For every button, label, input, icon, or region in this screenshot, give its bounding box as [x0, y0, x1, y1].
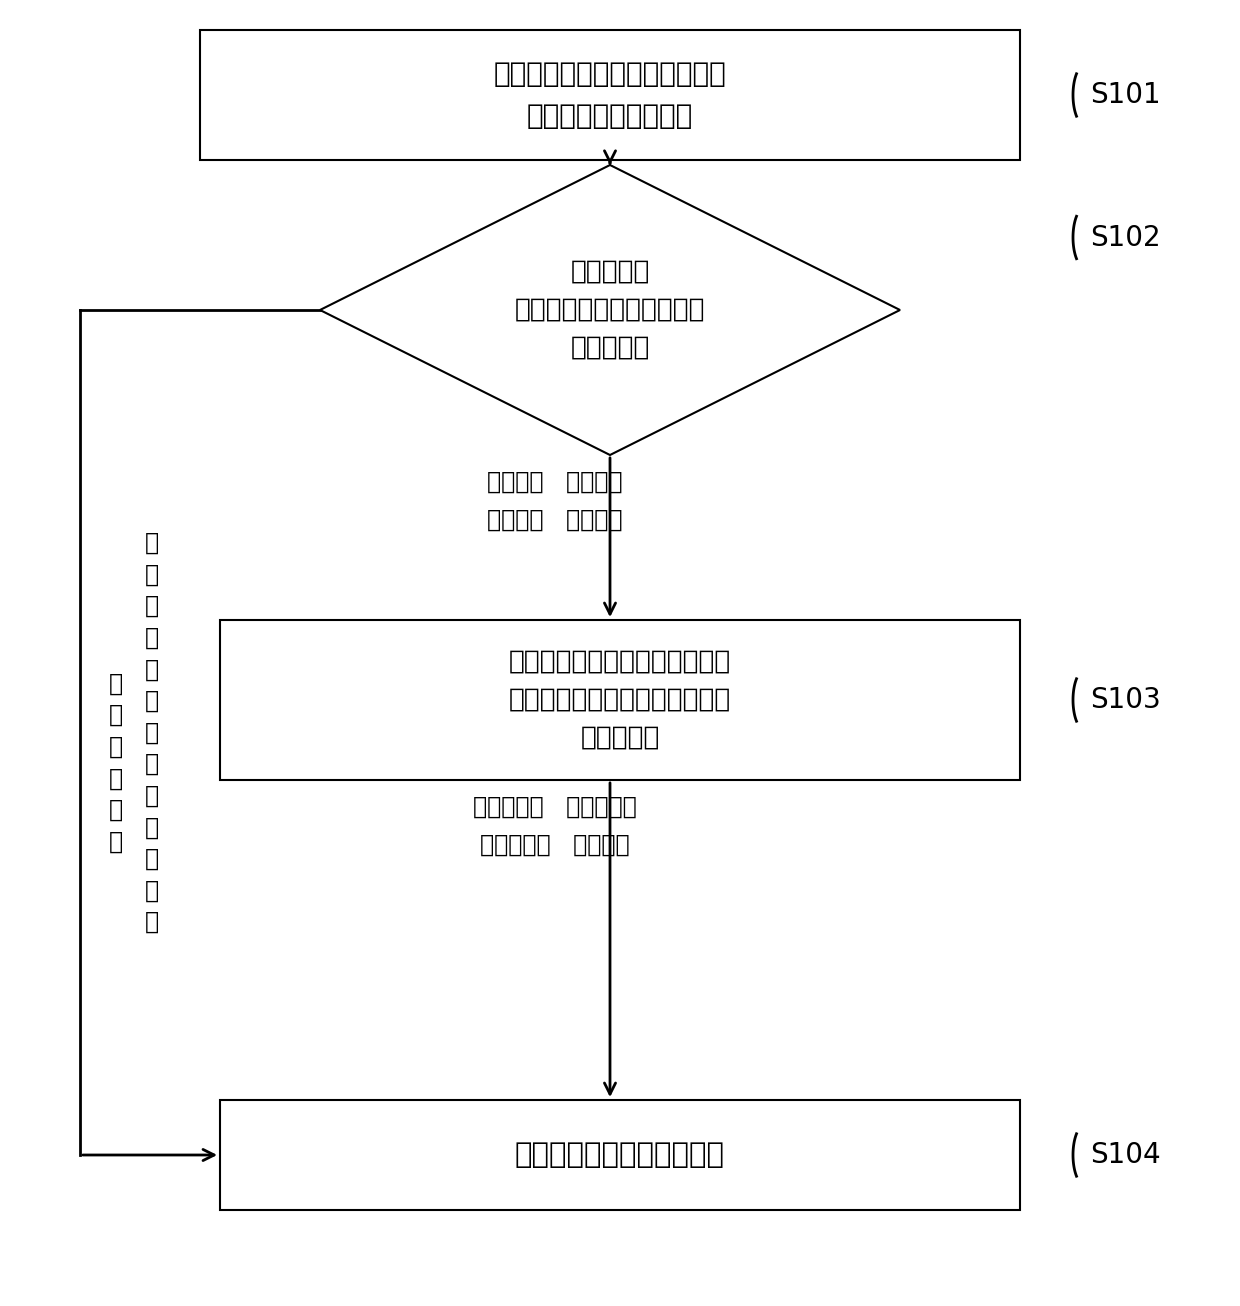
- Text: S104: S104: [1090, 1141, 1161, 1169]
- Bar: [219, 620, 1021, 780]
- Text: S101: S101: [1090, 81, 1161, 108]
- Polygon shape: [320, 165, 900, 454]
- Bar: [219, 1100, 1021, 1209]
- Text: 所
氨
浓
等
或
低
预
设
的
浓
度
阈
值: 所 氨 浓 等 或 低 预 设 的 浓 度 阈 值: [145, 532, 159, 934]
- Text: 开启计时器计时功能，实时判断
计时器计时时间值是否达到预设
的时间阈值: 开启计时器计时功能，实时判断 计时器计时时间值是否达到预设 的时间阈值: [508, 649, 732, 751]
- Text: 当所述氨   气浓度高: 当所述氨 气浓度高: [487, 470, 622, 494]
- Text: 当所述计时   器计时时间: 当所述计时 器计时时间: [474, 795, 637, 819]
- Text: S102: S102: [1090, 223, 1161, 252]
- Text: 值达到所述   时间阈值: 值达到所述 时间阈值: [480, 833, 630, 857]
- Text: S103: S103: [1090, 686, 1161, 714]
- Text: 当
述
气
度
于
于: 当 述 气 度 于 于: [109, 671, 123, 854]
- Bar: [200, 30, 1021, 161]
- Text: 关闭换气扇的换气运转功能: 关闭换气扇的换气运转功能: [515, 1141, 725, 1169]
- Text: 当监测到有人体进入厕所，开启
换气扇的换气运转功能: 当监测到有人体进入厕所，开启 换气扇的换气运转功能: [494, 60, 727, 129]
- Text: 于预设的   浓度阈值: 于预设的 浓度阈值: [487, 508, 622, 532]
- Text: 当监测到所
述人体离开厕所，检测厕所
内氨气浓度: 当监测到所 述人体离开厕所，检测厕所 内氨气浓度: [515, 259, 706, 360]
